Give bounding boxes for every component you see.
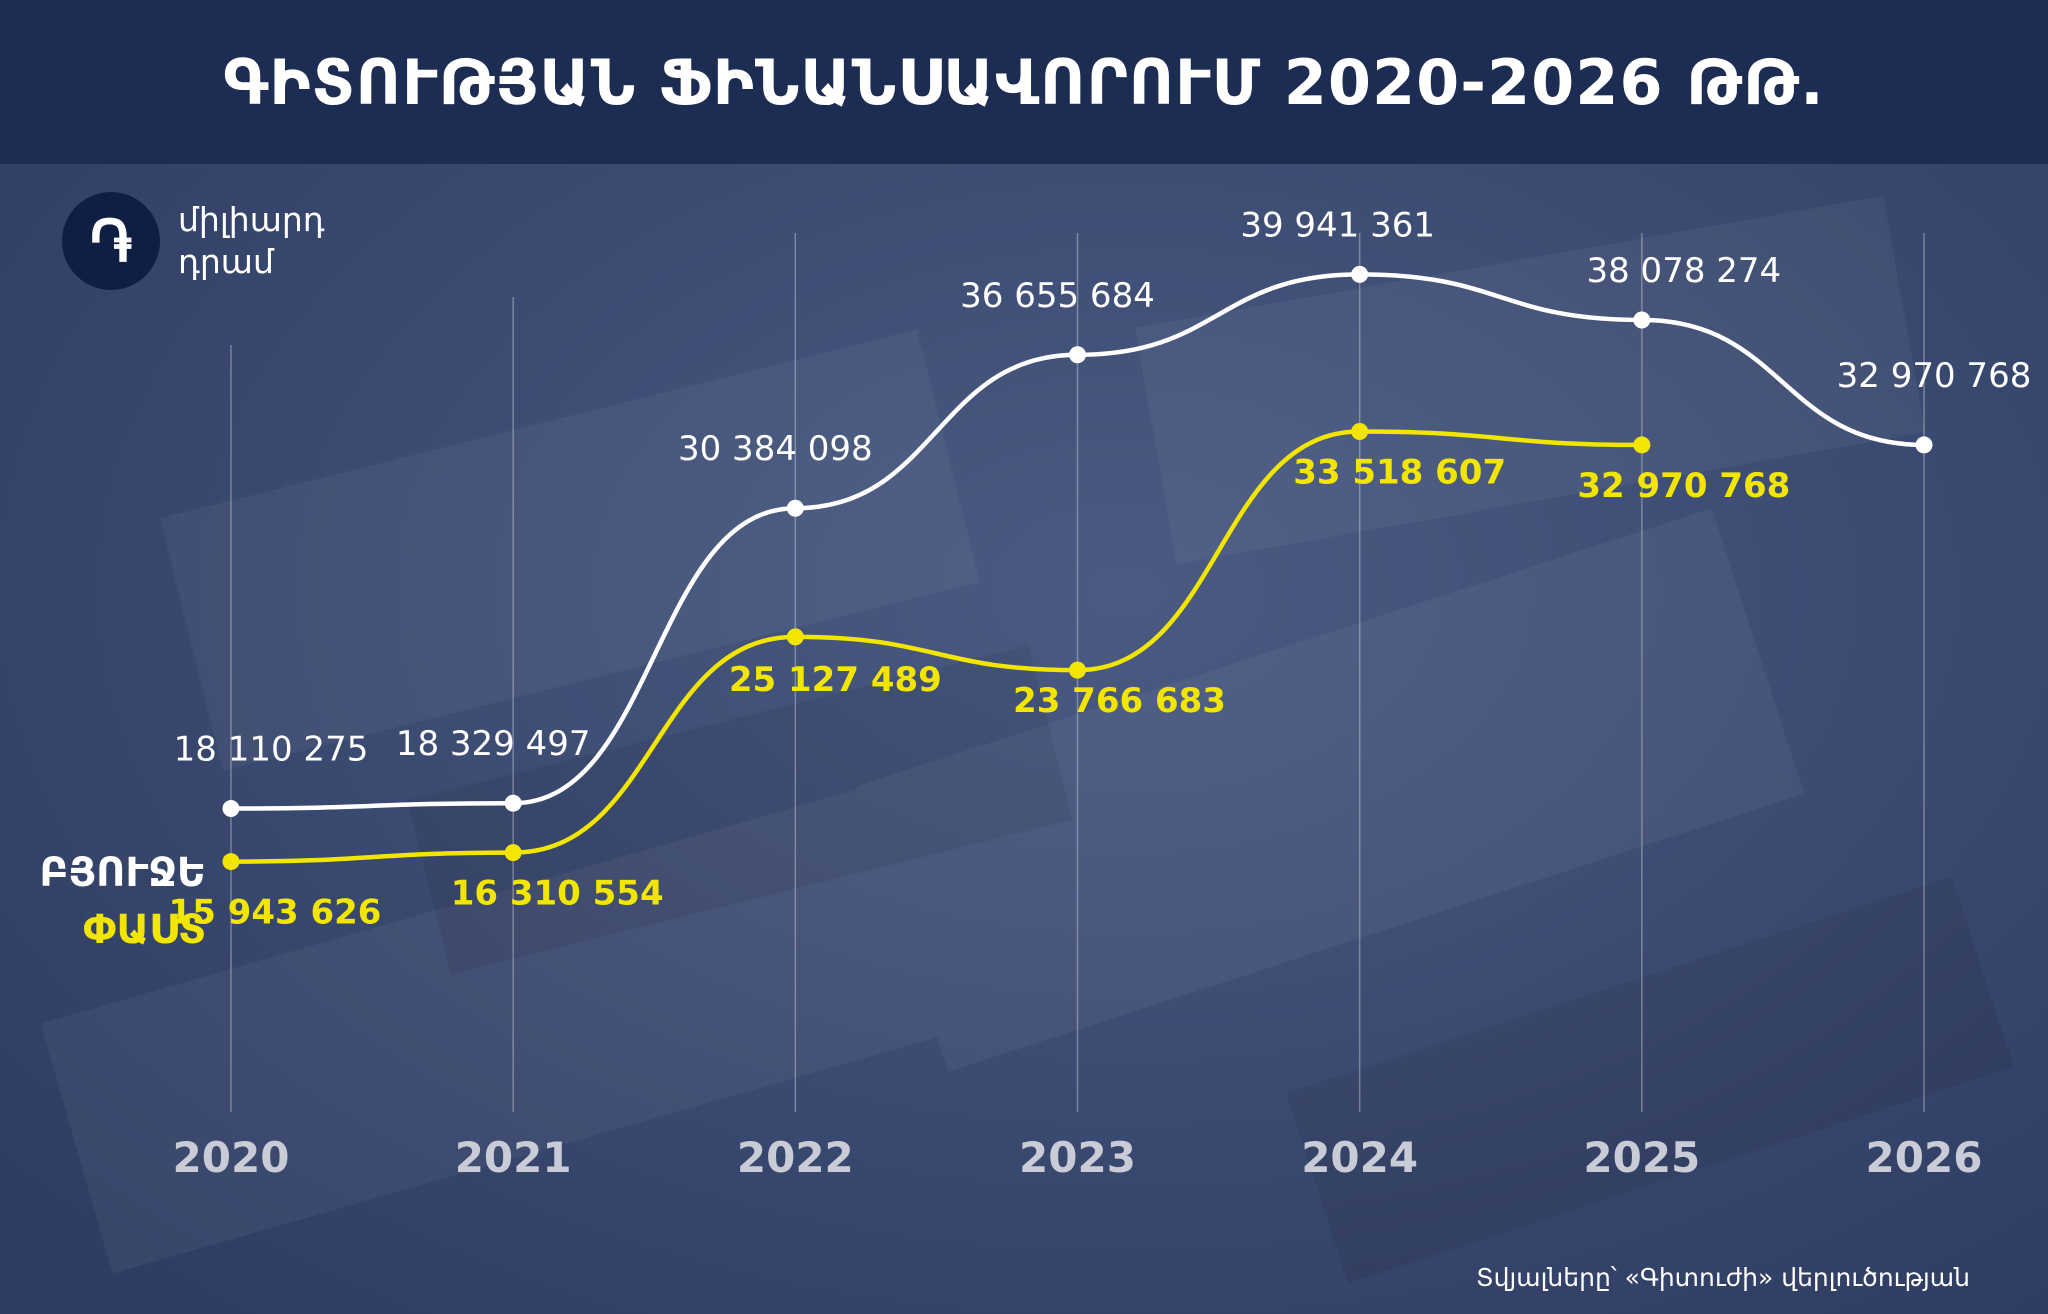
- budget-data-label-2024: 39 941 361: [1240, 205, 1435, 245]
- source-note: Տվյալները՝ «Գիտուժի» վերլուծության: [1476, 1263, 1970, 1292]
- budget-data-label-2026: 32 970 768: [1837, 356, 2032, 396]
- actual-point-2020: [222, 853, 240, 871]
- actual-point-2023: [1069, 661, 1086, 679]
- budget-point-2026: [1915, 436, 1933, 454]
- budget-point-2020: [222, 800, 240, 818]
- title-band: ԳԻՏՈՒԹՅԱՆ ՖԻՆԱՆՍԱՎՈՐՈՒՄ 2020-2026 ԹԹ.: [0, 0, 2048, 164]
- budget-data-label-2023: 36 655 684: [960, 276, 1155, 316]
- budget-point-2021: [504, 794, 522, 812]
- dram-currency-icon: ֏: [62, 192, 160, 290]
- actual-point-2024: [1351, 423, 1369, 441]
- budget-data-label-2025: 38 078 274: [1586, 251, 1781, 291]
- budget-data-label-2022: 30 384 098: [678, 429, 873, 469]
- x-tick-label-2023: 2023: [1019, 1133, 1136, 1182]
- unit-label: միլիարդ դրամ: [178, 199, 325, 283]
- actual-point-2021: [504, 844, 522, 862]
- budget-data-label-2020: 18 110 275: [174, 730, 369, 770]
- unit-label-line-2: դրամ: [178, 242, 274, 281]
- actual-data-label-2023: 23 766 683: [1013, 681, 1226, 721]
- actual-data-label-2024: 33 518 607: [1293, 453, 1506, 493]
- unit-label-line-1: միլիարդ: [178, 200, 325, 239]
- x-tick-label-2024: 2024: [1301, 1133, 1418, 1182]
- chart-title: ԳԻՏՈՒԹՅԱՆ ՖԻՆԱՆՍԱՎՈՐՈՒՄ 2020-2026 ԹԹ.: [223, 45, 1825, 119]
- x-tick-label-2022: 2022: [737, 1133, 854, 1182]
- x-tick-label-2025: 2025: [1583, 1133, 1700, 1182]
- unit-indicator: ֏ միլիարդ դրամ: [62, 192, 325, 290]
- actual-data-label-2022: 25 127 489: [729, 660, 942, 700]
- budget-point-2023: [1069, 346, 1086, 364]
- actual-data-label-2021: 16 310 554: [451, 874, 664, 914]
- budget-point-2025: [1633, 311, 1651, 329]
- budget-point-2022: [786, 499, 804, 517]
- x-tick-label-2026: 2026: [1866, 1133, 1983, 1182]
- actual-data-label-2025: 32 970 768: [1577, 466, 1790, 506]
- actual-data-label-2020: 15 943 626: [169, 893, 382, 933]
- actual-series-name-label: ՓԱՍՏ: [83, 907, 206, 953]
- budget-data-label-2021: 18 329 497: [396, 724, 591, 764]
- budget-series-name-label: ԲՅՈՒՋԵ: [39, 850, 206, 896]
- actual-series-line: [228, 429, 1645, 864]
- actual-point-2025: [1633, 436, 1651, 454]
- actual-point-2022: [786, 628, 804, 646]
- budget-point-2024: [1351, 265, 1369, 283]
- x-tick-label-2020: 2020: [173, 1133, 290, 1182]
- x-tick-label-2021: 2021: [455, 1133, 572, 1182]
